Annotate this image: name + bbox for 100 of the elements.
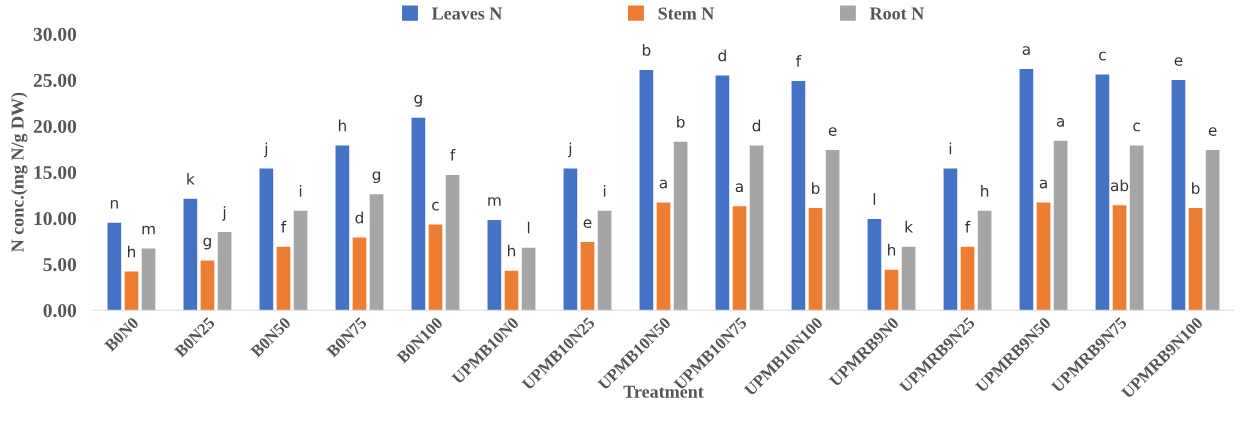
data-label: f xyxy=(281,220,287,233)
bar xyxy=(428,224,443,311)
bar xyxy=(1205,150,1220,311)
bar xyxy=(1019,68,1034,311)
bar xyxy=(276,246,291,311)
data-label: g xyxy=(203,237,211,250)
data-label: e xyxy=(1208,127,1217,136)
data-label: b xyxy=(642,44,651,56)
bar xyxy=(825,150,840,311)
y-tick-label: 20.00 xyxy=(33,119,77,134)
data-label: ab xyxy=(1110,179,1129,192)
bar xyxy=(808,208,823,311)
bar xyxy=(369,194,384,311)
data-label: m xyxy=(142,225,155,235)
data-label: i xyxy=(949,142,952,155)
data-label: e xyxy=(828,127,837,136)
data-label: f xyxy=(450,148,456,161)
y-tick-label: 0.00 xyxy=(43,304,77,318)
bar xyxy=(639,69,654,311)
bar xyxy=(1095,74,1110,311)
y-tick-label: 30.00 xyxy=(33,27,77,42)
bar xyxy=(1053,140,1068,311)
bar xyxy=(183,198,198,311)
y-tick-label: 5.00 xyxy=(43,258,77,272)
bar xyxy=(1129,145,1144,311)
bar xyxy=(580,242,595,311)
data-label: e xyxy=(583,219,592,229)
data-label: l xyxy=(873,193,876,205)
bar xyxy=(335,145,350,311)
legend-label: Root N xyxy=(869,7,924,20)
bar xyxy=(259,168,274,311)
data-label: h xyxy=(981,184,989,197)
bar xyxy=(597,210,612,311)
data-label: f xyxy=(965,220,971,233)
bar xyxy=(884,269,899,311)
data-label: a xyxy=(735,183,743,193)
bar xyxy=(749,145,764,311)
bar xyxy=(901,246,916,311)
bar xyxy=(521,247,536,311)
data-label: h xyxy=(888,243,896,256)
data-label: h xyxy=(508,244,516,257)
bar xyxy=(656,202,671,311)
bar xyxy=(504,270,519,311)
data-label: i xyxy=(603,184,606,197)
data-label: h xyxy=(128,245,135,258)
data-label: a xyxy=(1022,46,1030,55)
bar xyxy=(867,219,882,311)
bar xyxy=(445,174,460,311)
data-label: e xyxy=(1174,57,1183,66)
bar xyxy=(217,231,232,311)
bar xyxy=(673,141,688,311)
data-label: k xyxy=(187,172,195,185)
bar xyxy=(487,220,502,311)
data-label: a xyxy=(659,179,667,189)
data-label: j xyxy=(263,142,268,158)
data-label: g xyxy=(414,94,422,107)
data-label: h xyxy=(338,119,346,132)
data-label: d xyxy=(355,211,363,224)
bar xyxy=(1188,208,1203,311)
bar xyxy=(200,260,215,311)
legend-label: Stem N xyxy=(658,7,715,20)
data-label: i xyxy=(299,184,302,197)
data-label: n xyxy=(110,199,118,209)
bar xyxy=(563,168,578,311)
bar xyxy=(107,222,122,311)
legend-label: Leaves N xyxy=(431,7,503,20)
data-label: j xyxy=(567,142,572,158)
bar xyxy=(1112,205,1127,311)
y-tick-label: 10.00 xyxy=(34,211,77,226)
y-axis-title: N conc.(mg N/g DW) xyxy=(10,92,28,253)
bar xyxy=(141,248,156,311)
data-label: b xyxy=(677,115,685,128)
data-label: a xyxy=(1056,117,1064,127)
data-label: a xyxy=(1039,179,1047,189)
y-tick-label: 15.00 xyxy=(34,165,77,180)
data-label: f xyxy=(796,55,802,67)
data-label: m xyxy=(488,197,501,206)
bar xyxy=(352,237,367,311)
data-label: b xyxy=(812,182,820,194)
y-tick-label: 25.00 xyxy=(33,73,77,88)
bar xyxy=(293,210,308,311)
bar xyxy=(1036,202,1051,311)
bar xyxy=(943,168,958,311)
data-label: l xyxy=(527,221,530,234)
bar xyxy=(411,117,426,311)
bar xyxy=(1171,80,1186,311)
bar xyxy=(732,206,747,311)
bar xyxy=(960,246,975,311)
data-label: d xyxy=(718,49,726,62)
data-label: c xyxy=(1133,122,1140,132)
data-label: j xyxy=(222,206,226,221)
bar xyxy=(791,80,806,311)
bar xyxy=(715,75,730,311)
data-label: d xyxy=(752,119,761,132)
data-label: c xyxy=(432,201,439,211)
data-label: g xyxy=(372,171,381,184)
data-label: k xyxy=(905,220,913,233)
bar xyxy=(977,210,992,311)
data-label: b xyxy=(1192,182,1200,194)
data-label: c xyxy=(1099,51,1106,61)
